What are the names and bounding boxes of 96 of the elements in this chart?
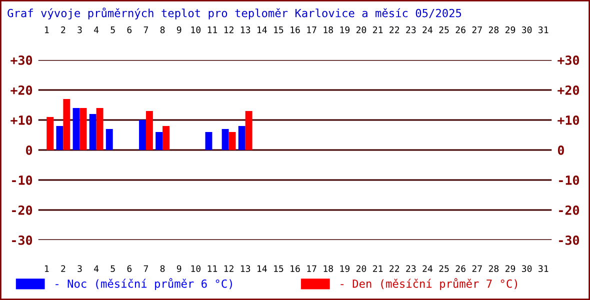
category-label: 26: [456, 26, 466, 34]
bar: [63, 99, 70, 150]
x-tick-label: 16: [290, 265, 300, 272]
bar: [106, 129, 113, 150]
x-tick-label: 23: [406, 265, 416, 272]
category-label: 17: [307, 26, 316, 34]
category-label: 18: [324, 26, 333, 34]
x-tick-label: 11: [208, 265, 218, 272]
category-label: 3: [78, 26, 82, 34]
x-tick-label: 7: [144, 265, 148, 272]
x-tick-label: 25: [439, 265, 449, 272]
x-tick-label: 2: [61, 265, 66, 272]
category-label: 20: [356, 26, 366, 34]
bar: [139, 120, 146, 150]
y2-tick-label: -30: [559, 235, 580, 245]
bar: [96, 108, 104, 150]
category-label: 11: [208, 26, 218, 34]
category-label: 10: [191, 26, 200, 34]
y2-tick-label: +20: [558, 85, 580, 95]
x-tick-label: 8: [160, 265, 165, 272]
y-tick-label: 0: [26, 145, 32, 155]
category-label: 15: [274, 26, 284, 34]
bar: [56, 126, 64, 150]
x-tick-label: 6: [127, 265, 132, 272]
bar: [205, 132, 212, 150]
legend-label: - Den (měsíční průměr 7 °C): [340, 278, 518, 290]
category-label: 2: [61, 26, 66, 34]
category-label: 1: [44, 26, 49, 34]
category-label: 28: [488, 26, 499, 34]
bar: [46, 117, 54, 150]
x-tick-label: 3: [78, 265, 82, 272]
x-tick-label: 22: [390, 265, 400, 272]
y-tick-label: -10: [12, 175, 32, 185]
x-tick-label: 19: [340, 265, 350, 272]
y2-tick-label: +30: [558, 55, 580, 65]
x-tick-label: 24: [422, 265, 432, 272]
x-tick-label: 4: [94, 265, 99, 272]
category-label: 22: [390, 26, 400, 34]
x-tick-label: 27: [472, 265, 482, 272]
y-tick-label: +10: [10, 115, 32, 125]
x-tick-label: 17: [307, 265, 316, 272]
x-tick-label: 5: [110, 265, 115, 272]
x-tick-label: 29: [505, 265, 516, 272]
bar: [228, 132, 236, 150]
category-label: 5: [110, 26, 115, 34]
x-tick-label: 21: [373, 265, 383, 272]
bar: [80, 108, 87, 150]
chart-title: Graf vývoje průměrných teplot pro teploměr Karlovice a měsíc 05/2025: [8, 8, 462, 20]
bar: [162, 126, 170, 150]
category-label: 7: [144, 26, 148, 34]
category-label: 29: [505, 26, 516, 34]
category-label: 24: [422, 26, 432, 34]
category-label: 27: [472, 26, 482, 34]
category-label: 14: [258, 26, 267, 34]
x-tick-label: 18: [324, 265, 333, 272]
bar: [156, 132, 163, 150]
category-label: 4: [94, 26, 99, 34]
bar: [238, 126, 246, 150]
category-label: 13: [240, 26, 250, 34]
category-label: 19: [340, 26, 350, 34]
category-label: 6: [127, 26, 132, 34]
x-tick-label: 10: [191, 265, 200, 272]
bar: [222, 129, 229, 150]
category-label: 25: [439, 26, 449, 34]
y-tick-label: +20: [10, 85, 32, 95]
x-tick-label: 31: [538, 265, 548, 272]
x-tick-label: 28: [488, 265, 499, 272]
category-label: 30: [522, 26, 532, 34]
category-label: 9: [176, 26, 182, 34]
x-tick-label: 14: [258, 265, 267, 272]
bar: [89, 114, 96, 150]
y2-tick-label: -20: [559, 205, 580, 215]
bar: [245, 111, 252, 150]
category-label: 31: [538, 26, 548, 34]
x-tick-label: 30: [522, 265, 532, 272]
category-label: 8: [160, 26, 165, 34]
category-label: 12: [224, 26, 234, 34]
category-label: 16: [290, 26, 300, 34]
y-tick-label: -30: [12, 235, 32, 245]
y2-tick-label: +10: [558, 115, 580, 125]
x-tick-label: 12: [224, 265, 234, 272]
bar: [146, 111, 153, 150]
x-tick-label: 26: [456, 265, 466, 272]
x-tick-label: 15: [274, 265, 284, 272]
y2-tick-label: -10: [559, 175, 580, 185]
y-tick-label: +30: [10, 55, 32, 65]
legend-label: - Noc (měsíční průměr 6 °C): [56, 278, 232, 290]
category-label: 23: [406, 26, 416, 34]
y2-tick-label: 0: [558, 145, 564, 155]
x-tick-label: 1: [44, 265, 49, 272]
category-label: 21: [373, 26, 383, 34]
x-tick-label: 20: [356, 265, 366, 272]
y-tick-label: -20: [12, 205, 32, 215]
x-tick-label: 9: [176, 265, 182, 272]
bar: [72, 108, 80, 150]
x-tick-label: 13: [240, 265, 250, 272]
